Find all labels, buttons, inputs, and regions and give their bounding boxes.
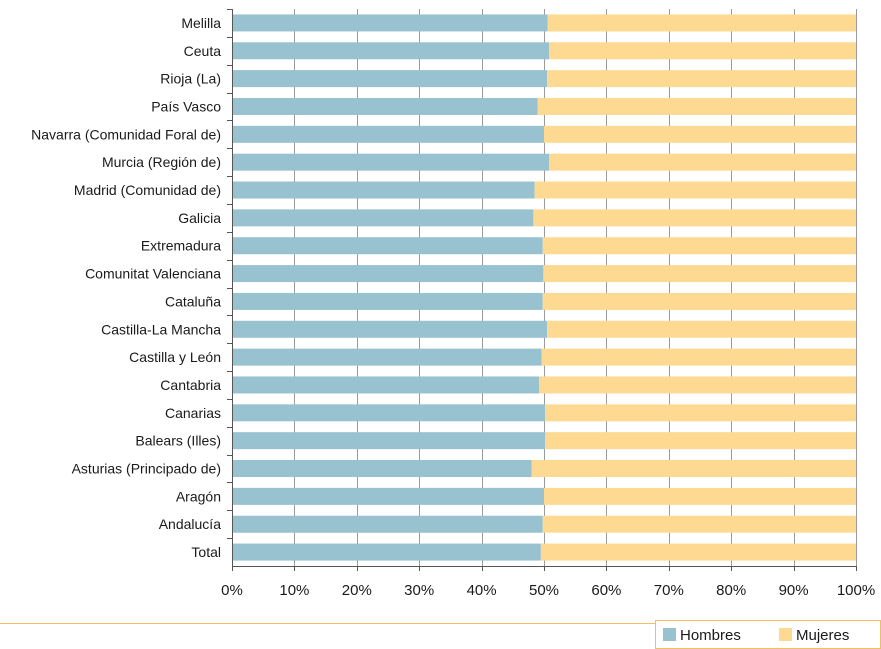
x-tick-label: 80% (716, 582, 746, 599)
bar-hombres (232, 348, 542, 366)
legend-swatch-hombres (663, 628, 676, 641)
bar-hombres (232, 487, 544, 505)
bar-mujeres (548, 153, 856, 171)
category-label: Ceuta (184, 43, 222, 59)
category-label: Madrid (Comunidad de) (74, 182, 221, 198)
x-tick-label: 90% (779, 582, 809, 599)
category-label: Total (191, 544, 221, 560)
bar-mujeres (544, 125, 856, 143)
bar-series (232, 14, 856, 561)
category-label: Castilla y León (129, 349, 221, 365)
category-label: Asturias (Principado de) (72, 461, 221, 477)
bar-hombres (232, 42, 549, 60)
bar-mujeres (545, 404, 856, 422)
bar-mujeres (542, 515, 856, 533)
bar-mujeres (537, 97, 856, 115)
bar-hombres (232, 320, 548, 338)
bar-mujeres (541, 348, 856, 366)
bar-mujeres (548, 42, 856, 60)
bar-mujeres (531, 460, 856, 478)
bar-mujeres (547, 70, 856, 88)
x-tick-labels: 0% 10% 20% 30% 40% 50% 60% 70% 80% 90% 100% (221, 582, 875, 599)
legend-label-hombres: Hombres (680, 627, 741, 644)
category-labels: Melilla Ceuta Rioja (La) País Vasco Navarra … (31, 15, 221, 560)
bar-hombres (232, 460, 532, 478)
legend: Hombres Mujeres (655, 620, 881, 649)
bar-hombres (232, 543, 541, 561)
category-label: Canarias (165, 405, 221, 421)
category-label: Navarra (Comunidad Foral de) (31, 126, 221, 142)
bar-hombres (232, 432, 546, 450)
x-tick-label: 70% (654, 582, 684, 599)
bar-mujeres (547, 320, 856, 338)
category-label: Aragón (176, 488, 221, 504)
category-label: Cataluña (165, 293, 221, 309)
x-tick-label: 0% (221, 582, 243, 599)
bar-hombres (232, 209, 534, 227)
x-tick-label: 50% (529, 582, 559, 599)
bar-hombres (232, 515, 543, 533)
x-tick-label: 30% (404, 582, 434, 599)
bar-hombres (232, 97, 538, 115)
legend-box (655, 620, 881, 649)
bar-hombres (232, 292, 543, 310)
grid-lines (294, 9, 857, 566)
x-tick-label: 60% (591, 582, 621, 599)
bar-mujeres (533, 209, 856, 227)
bar-hombres (232, 14, 548, 32)
bar-mujeres (540, 543, 856, 561)
bar-mujeres (547, 14, 856, 32)
category-label: Galicia (178, 210, 221, 226)
axes (227, 9, 857, 571)
x-tick-label: 10% (279, 582, 309, 599)
bar-mujeres (544, 487, 856, 505)
category-label: Melilla (181, 15, 221, 31)
x-tick-label: 40% (467, 582, 497, 599)
bar-mujeres (539, 376, 856, 394)
bar-hombres (232, 376, 540, 394)
x-tick-label: 20% (342, 582, 372, 599)
category-label: Balears (Illes) (135, 433, 221, 449)
bar-hombres (232, 237, 543, 255)
bar-hombres (232, 181, 535, 199)
category-label: Murcia (Región de) (102, 154, 221, 170)
legend-label-mujeres: Mujeres (796, 627, 849, 644)
category-label: Cantabria (160, 377, 221, 393)
legend-swatch-mujeres (779, 628, 792, 641)
category-label: Extremadura (141, 238, 221, 254)
bar-mujeres (542, 292, 856, 310)
bar-mujeres (545, 432, 856, 450)
bar-hombres (232, 153, 549, 171)
category-label: Andalucía (159, 516, 221, 532)
category-label: Comunitat Valenciana (85, 266, 221, 282)
bar-mujeres (534, 181, 856, 199)
bar-mujeres (542, 237, 856, 255)
bar-hombres (232, 265, 544, 283)
category-label: Castilla-La Mancha (101, 321, 221, 337)
category-label: Rioja (La) (160, 71, 221, 87)
bar-hombres (232, 404, 546, 422)
category-label: País Vasco (151, 98, 221, 114)
x-tick-label: 100% (837, 582, 875, 599)
bar-hombres (232, 125, 544, 143)
bar-hombres (232, 70, 548, 88)
bar-mujeres (543, 265, 856, 283)
